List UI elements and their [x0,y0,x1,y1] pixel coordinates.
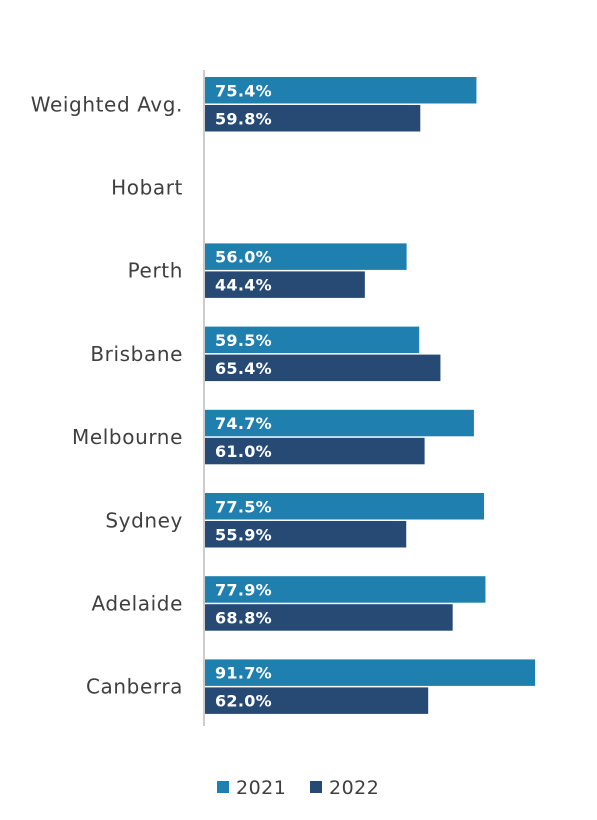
bar-2022-sydney [205,521,407,548]
bar-2022-canberra [205,687,429,714]
category-label: Hobart [111,175,183,199]
bar-2021-sydney [205,493,484,520]
bar-2021-weighted-avg- [205,77,477,104]
legend-swatch-2022 [310,781,322,793]
category-label: Weighted Avg. [31,92,183,116]
bar-2021-adelaide [205,576,486,603]
legend-swatch-2021 [217,781,229,793]
data-label: 59.5% [215,331,272,350]
bar-2021-melbourne [205,409,474,437]
data-label: 91.7% [215,664,272,683]
data-label: 56.0% [215,248,272,267]
bar-2022-melbourne [205,437,425,465]
bar-2021-brisbane [205,326,420,354]
data-label: 68.8% [215,608,272,627]
data-label: 65.4% [215,359,272,378]
legend-label-2022: 2022 [329,777,379,799]
data-label: 55.9% [215,525,272,544]
category-label: Adelaide [92,591,184,615]
category-label: Brisbane [90,342,183,366]
category-label: Perth [128,259,183,283]
data-label: 62.0% [215,692,272,711]
data-label: 77.5% [215,497,272,516]
legend: 2021 2022 [217,777,379,799]
bar-2022-adelaide [205,604,453,631]
legend-label-2021: 2021 [236,777,286,799]
data-label: 61.0% [215,442,272,461]
category-labels: Weighted Avg. Hobart Perth Brisbane Melbourn… [31,92,183,698]
category-label: Canberra [86,675,183,699]
bars: 75.4% 59.8% 56.0% 44.4% 59.5% 65.4% 74.7% 61.0%… [205,77,536,714]
bar-2022-brisbane [205,354,441,382]
bar-2021-canberra [205,659,536,686]
data-label: 59.8% [215,109,272,128]
category-label: Sydney [105,508,183,532]
data-label: 77.9% [215,580,272,599]
bar-2022-weighted-avg- [205,105,421,132]
bar-2021-perth [205,243,407,270]
data-label: 74.7% [215,414,272,433]
data-label: 75.4% [215,81,272,100]
data-label: 44.4% [215,276,272,295]
category-label: Melbourne [72,425,183,449]
bar-2022-perth [205,271,365,298]
